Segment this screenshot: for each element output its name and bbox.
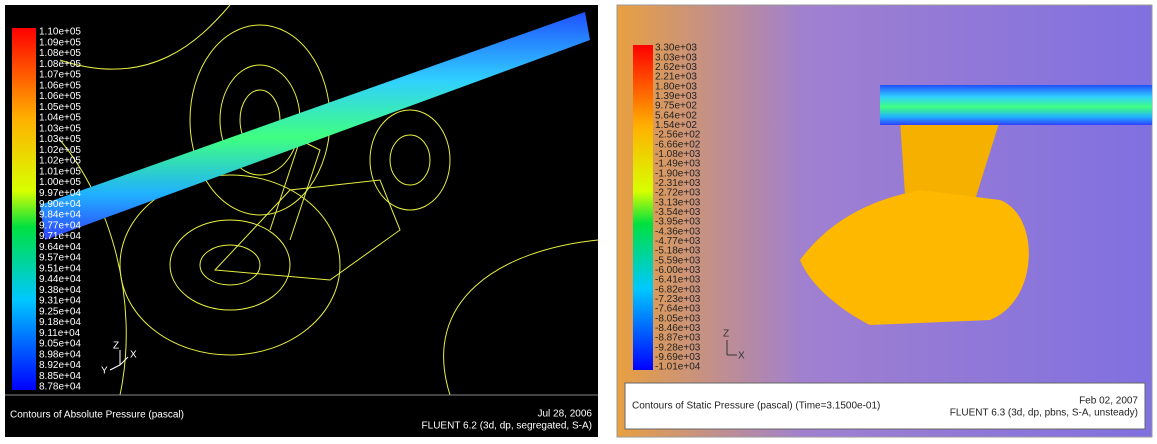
legend-label: 1.05e+05	[39, 102, 81, 113]
legend-label: 1.09e+05	[39, 37, 81, 48]
legend-label: 1.04e+05	[39, 113, 81, 124]
legend-label: 9.05e+04	[39, 339, 81, 350]
legend-label: 9.77e+04	[39, 220, 81, 231]
legend-label: 9.97e+04	[39, 188, 81, 199]
legend-label: 9.64e+04	[39, 242, 81, 253]
legend-label: 8.98e+04	[39, 349, 81, 360]
caption: Contours of Absolute Pressure (pascal)	[10, 410, 184, 421]
axis-label: Z	[113, 341, 119, 352]
legend-label: 8.78e+04	[39, 382, 81, 393]
colorbar	[633, 45, 653, 370]
legend-label: 9.71e+04	[39, 231, 81, 242]
legend-label: 9.51e+04	[39, 263, 81, 274]
legend-label: 1.03e+05	[39, 123, 81, 134]
legend-label: 9.84e+04	[39, 210, 81, 221]
axis-label: X	[130, 350, 137, 361]
legend-label: 1.08e+05	[39, 48, 81, 59]
legend-label: 9.11e+04	[39, 328, 81, 339]
legend-label: 8.85e+04	[39, 371, 81, 382]
legend-label: 1.06e+05	[39, 80, 81, 91]
legend-label: 1.02e+05	[39, 145, 81, 156]
axis-label: X	[738, 351, 745, 362]
date: Jul 28, 2006	[538, 409, 593, 420]
legend-label: -1.01e+04	[655, 362, 701, 373]
legend-label: 1.00e+05	[39, 177, 81, 188]
legend-label: 1.08e+05	[39, 59, 81, 70]
solver: FLUENT 6.2 (3d, dp, segregated, S-A)	[422, 421, 592, 432]
legend-label: 9.31e+04	[39, 296, 81, 307]
legend-label: 1.10e+05	[39, 27, 81, 38]
legend-label: 8.92e+04	[39, 360, 81, 371]
pipe	[880, 85, 1152, 125]
colorbar	[12, 28, 36, 390]
screenshot: Contours of Absolute Pressure (pascal) J…	[0, 0, 1157, 439]
legend-label: 9.25e+04	[39, 306, 81, 317]
legend-label: 1.06e+05	[39, 91, 81, 102]
legend-label: 1.01e+05	[39, 166, 81, 177]
axis-label: Z	[723, 329, 729, 340]
caption: Contours of Static Pressure (pascal) (Ti…	[632, 401, 880, 412]
legend-label: 9.38e+04	[39, 285, 81, 296]
legend-label: 1.02e+05	[39, 156, 81, 167]
solver: FLUENT 6.3 (3d, dp, pbns, S-A, unsteady)	[950, 408, 1138, 419]
legend-label: 9.44e+04	[39, 274, 81, 285]
legend-label: 9.90e+04	[39, 199, 81, 210]
legend-label: 9.18e+04	[39, 317, 81, 328]
legend-label: 9.57e+04	[39, 253, 81, 264]
axis-label: Y	[101, 366, 108, 377]
legend-label: 1.07e+05	[39, 70, 81, 81]
legend-label: 1.03e+05	[39, 134, 81, 145]
date: Feb 02, 2007	[1079, 396, 1138, 407]
